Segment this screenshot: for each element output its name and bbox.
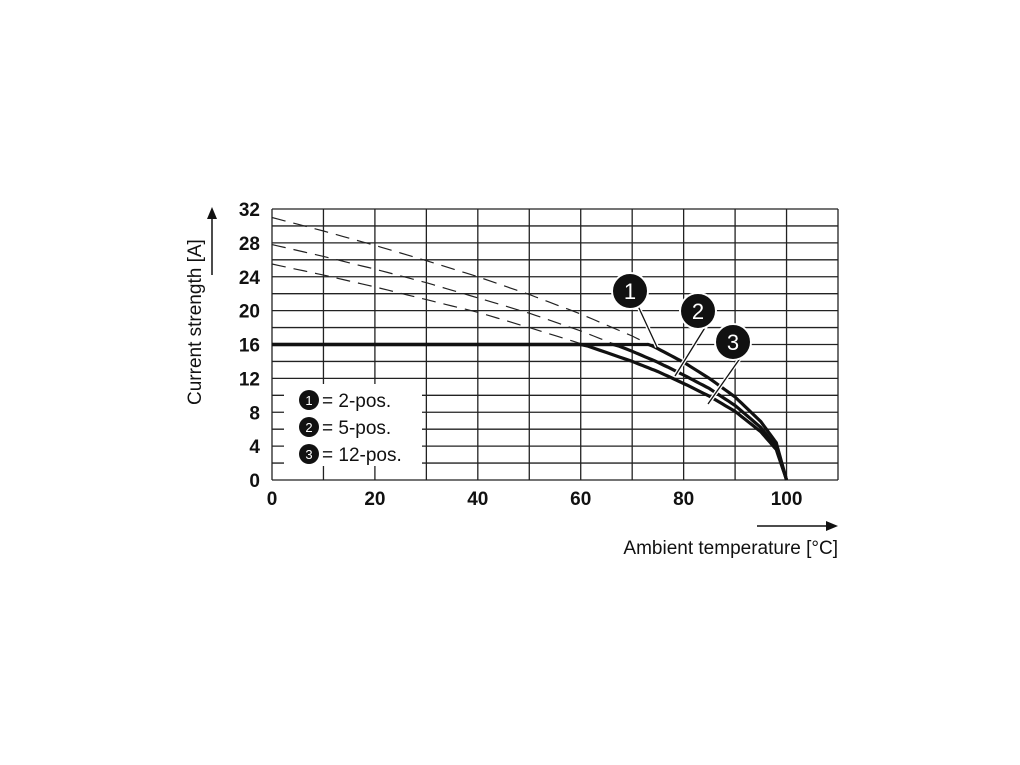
y-tick-label: 4 <box>249 437 260 458</box>
callout-marker <box>611 272 649 310</box>
callout-marker <box>679 292 717 330</box>
y-tick-label: 0 <box>249 471 260 492</box>
y-axis-label: Current strength [A] <box>185 239 206 405</box>
legend-marker-number: 1 <box>305 393 312 408</box>
legend-marker <box>299 444 319 464</box>
legend-marker-number: 3 <box>305 447 312 462</box>
legend: 1 = 2-pos. 2 = 5-pos. 3 = 12-pos. <box>284 384 422 466</box>
legend-entry-text: = 5-pos. <box>322 418 391 439</box>
x-tick-label: 60 <box>570 489 591 510</box>
legend-entry-text: = 12-pos. <box>322 445 402 466</box>
y-tick-label: 32 <box>239 200 260 221</box>
x-tick-label: 80 <box>673 489 694 510</box>
series-2-dashed <box>271 244 620 347</box>
series-1-dashed <box>271 216 652 347</box>
y-tick-label: 12 <box>239 369 260 390</box>
series-3-line <box>272 342 789 481</box>
callout-number: 1 <box>624 279 636 304</box>
x-axis-label: Ambient temperature [°C] <box>623 538 838 559</box>
y-tick-label: 24 <box>239 268 261 289</box>
y-tick-label: 20 <box>239 302 260 323</box>
callout-leader <box>707 356 742 405</box>
callout-leader <box>674 325 707 377</box>
y-axis-arrow <box>207 207 217 275</box>
legend-entry-text: = 2-pos. <box>322 391 391 412</box>
callout-leader <box>637 305 658 348</box>
legend-marker <box>299 390 319 410</box>
callout-number: 2 <box>692 299 704 324</box>
x-tick-label: 0 <box>267 489 278 510</box>
series-3-dashed <box>271 263 588 347</box>
curves <box>271 216 789 481</box>
legend-marker-number: 2 <box>305 420 312 435</box>
legend-marker <box>299 417 319 437</box>
callout-number: 3 <box>727 330 739 355</box>
x-tick-label: 40 <box>467 489 488 510</box>
x-tick-label: 100 <box>771 489 803 510</box>
y-tick-label: 16 <box>239 336 260 357</box>
y-tick-label: 28 <box>239 234 260 255</box>
y-tick-label: 8 <box>249 403 260 424</box>
x-tick-label: 20 <box>364 489 385 510</box>
callout-marker <box>714 323 752 361</box>
callouts: 1 23 <box>611 272 752 406</box>
grid <box>271 208 839 481</box>
x-axis-arrow <box>757 521 838 531</box>
